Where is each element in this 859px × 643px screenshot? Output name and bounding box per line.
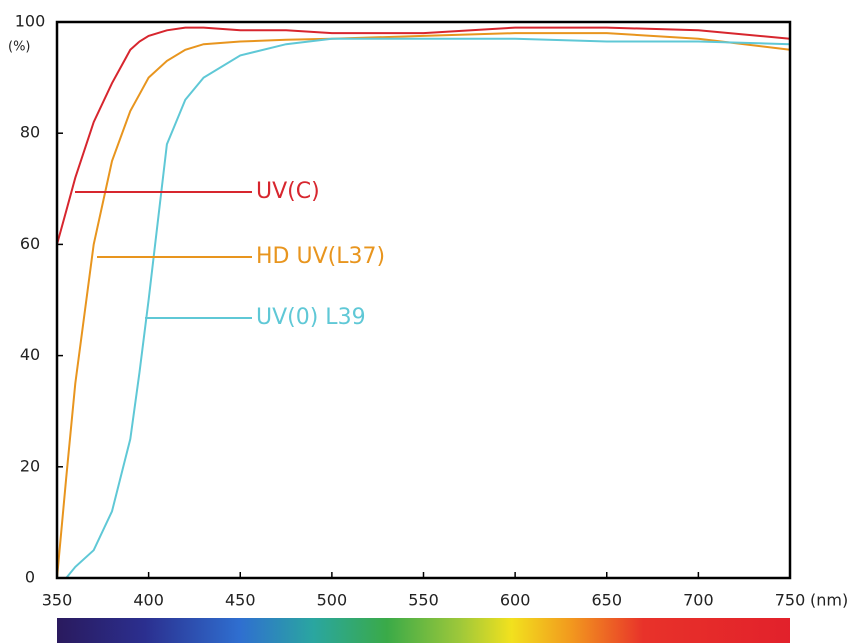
x-tick-label: 750 (775, 591, 806, 610)
y-tick-label: 60 (20, 234, 40, 253)
spectrum-bar (57, 618, 790, 643)
x-tick-label: 700 (683, 591, 714, 610)
y-tick-label: 20 (20, 456, 40, 475)
y-tick-label: 100 (15, 12, 46, 31)
series-label: UV(C) (256, 179, 320, 204)
x-tick-label: 550 (408, 591, 439, 610)
x-tick-label: 500 (317, 591, 348, 610)
x-tick-label: 450 (225, 591, 256, 610)
x-axis-label: (nm) (810, 591, 848, 610)
y-tick-label: 40 (20, 345, 40, 364)
x-tick-label: 350 (42, 591, 73, 610)
plot-frame (55, 20, 792, 580)
series-label: UV(0) L39 (256, 305, 366, 330)
x-tick-label: 650 (591, 591, 622, 610)
y-tick-label: 80 (20, 123, 40, 142)
series-line (56, 26, 791, 245)
x-tick-label: 400 (133, 591, 164, 610)
y-axis-label: (%) (8, 40, 31, 55)
series-line (56, 32, 791, 579)
x-tick-label: 600 (500, 591, 531, 610)
y-tick-label: 0 (25, 568, 35, 587)
series-line (65, 37, 791, 579)
series-label: HD UV(L37) (256, 244, 385, 269)
